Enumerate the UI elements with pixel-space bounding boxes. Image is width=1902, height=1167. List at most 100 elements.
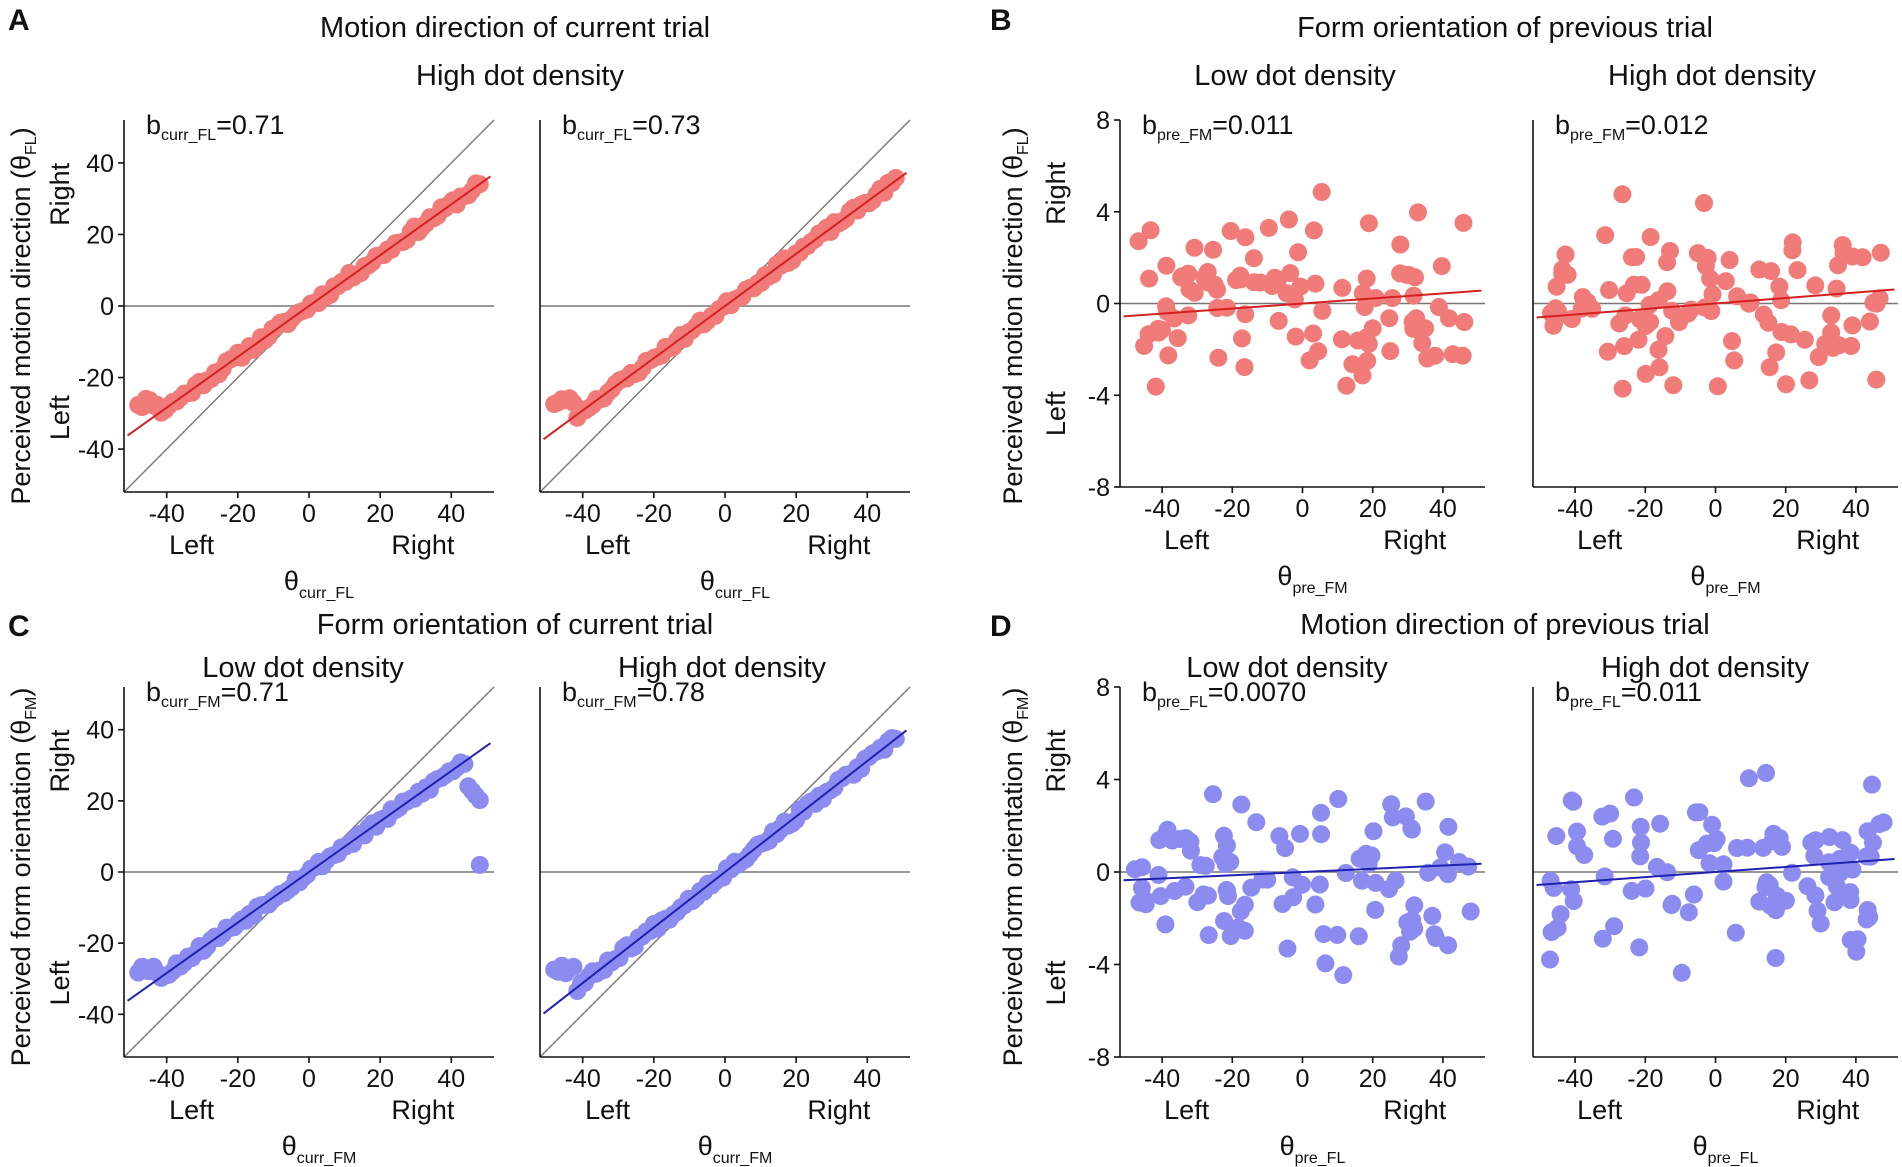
data-point	[1392, 936, 1411, 955]
data-point	[1541, 871, 1560, 890]
data-point	[1276, 839, 1295, 858]
data-point	[1357, 269, 1376, 288]
subtitle-b1: Low dot density	[1194, 60, 1396, 92]
y-tick-label: 0	[1096, 291, 1110, 319]
x-tick-label: 40	[853, 500, 881, 528]
data-point	[1723, 332, 1741, 351]
x-tick-label: -20	[1627, 495, 1663, 523]
data-point	[1363, 319, 1382, 338]
panel-letter-c: C	[8, 610, 30, 643]
data-point	[1806, 276, 1825, 295]
regression-line	[126, 175, 492, 437]
data-point	[1630, 938, 1649, 957]
data-point	[1263, 277, 1282, 295]
data-point	[1600, 281, 1619, 299]
data-point	[1208, 299, 1227, 317]
data-point	[1337, 376, 1356, 395]
subtitle-b2: High dot density	[1608, 60, 1816, 92]
x-axis-label: θcurr_FL	[284, 566, 354, 602]
x-tick-label: -20	[636, 1065, 672, 1093]
data-point	[1380, 309, 1399, 328]
y-right-label: Right	[45, 729, 75, 793]
data-point	[1663, 301, 1682, 320]
data-point	[1551, 905, 1570, 924]
y-tick-label: 0	[1096, 859, 1110, 887]
data-point	[1349, 927, 1368, 946]
data-point	[1542, 923, 1561, 942]
data-point	[1767, 343, 1786, 362]
data-point	[1562, 880, 1581, 899]
data-point	[1617, 284, 1636, 303]
y-tick-label: 20	[86, 221, 114, 249]
data-point	[1353, 366, 1372, 385]
data-point	[1309, 342, 1328, 361]
y-tick-label: -8	[1088, 474, 1110, 502]
x-tick-label: 40	[1429, 495, 1457, 523]
data-point	[1541, 950, 1559, 969]
data-point	[1632, 833, 1650, 852]
data-point	[1596, 226, 1615, 245]
x-tick-label: 40	[437, 500, 465, 528]
plot-c1: -40 -20 0 20 40 -40 -20 0 20 40 Left Right Right Left…	[45, 677, 495, 1167]
data-point	[1279, 210, 1298, 229]
data-point	[1172, 268, 1191, 287]
x-tick-label: -40	[1557, 1065, 1593, 1093]
data-point	[1194, 885, 1213, 904]
data-point	[1135, 336, 1154, 355]
data-point	[1610, 314, 1629, 333]
x-tick-label: 0	[718, 1065, 732, 1093]
data-point	[1553, 260, 1572, 279]
data-point	[1231, 902, 1250, 921]
data-point	[1568, 822, 1586, 841]
data-point	[1605, 917, 1624, 936]
data-point	[1232, 795, 1251, 814]
coefficient-label: bpre_FL=0.011	[1555, 677, 1702, 711]
data-point	[1304, 324, 1323, 343]
y-tick-label: 20	[86, 788, 114, 816]
x-tick-label: 40	[437, 1065, 465, 1093]
regression-line	[542, 172, 908, 440]
x-tick-label: 20	[366, 500, 394, 528]
x-tick-label: 0	[302, 1065, 316, 1093]
data-point	[1593, 929, 1612, 948]
data-point	[1132, 879, 1151, 897]
data-point	[1236, 228, 1255, 247]
subtitle-d2: High dot density	[1601, 652, 1809, 684]
data-point	[1391, 235, 1410, 254]
data-point	[1703, 815, 1722, 834]
data-point	[1235, 358, 1254, 377]
data-point	[1593, 807, 1612, 826]
x-axis-label: θpre_FM	[1277, 561, 1347, 597]
data-point	[1636, 879, 1655, 898]
y-tick-label: -20	[78, 365, 114, 393]
data-point	[1772, 291, 1791, 310]
data-point	[1641, 228, 1660, 246]
x-axis-label: θcurr_FL	[700, 566, 770, 602]
x-tick-label: 0	[1709, 1065, 1723, 1093]
data-point	[1418, 349, 1437, 368]
data-point	[1595, 867, 1614, 886]
data-point	[1781, 325, 1800, 344]
data-point	[1777, 375, 1795, 394]
x-left-label: Left	[585, 530, 631, 560]
y-right-label: Right	[45, 162, 75, 226]
x-tick-label: -20	[1214, 1065, 1250, 1093]
x-tick-label: -20	[220, 500, 256, 528]
data-point	[1870, 815, 1889, 834]
data-point	[1168, 329, 1187, 348]
data-point	[1419, 863, 1438, 882]
data-point	[1750, 260, 1769, 279]
data-point	[1770, 277, 1789, 296]
regression-line	[1536, 288, 1895, 319]
data-point	[1764, 824, 1783, 843]
x-tick-label: -40	[565, 500, 601, 528]
regression-line	[126, 742, 492, 1002]
data-point	[1306, 274, 1325, 293]
data-point	[1153, 320, 1171, 339]
data-point	[1156, 915, 1175, 934]
data-point	[1258, 870, 1277, 889]
x-right-label: Right	[807, 1095, 871, 1125]
data-point	[1720, 251, 1739, 269]
data-point	[1636, 364, 1655, 383]
